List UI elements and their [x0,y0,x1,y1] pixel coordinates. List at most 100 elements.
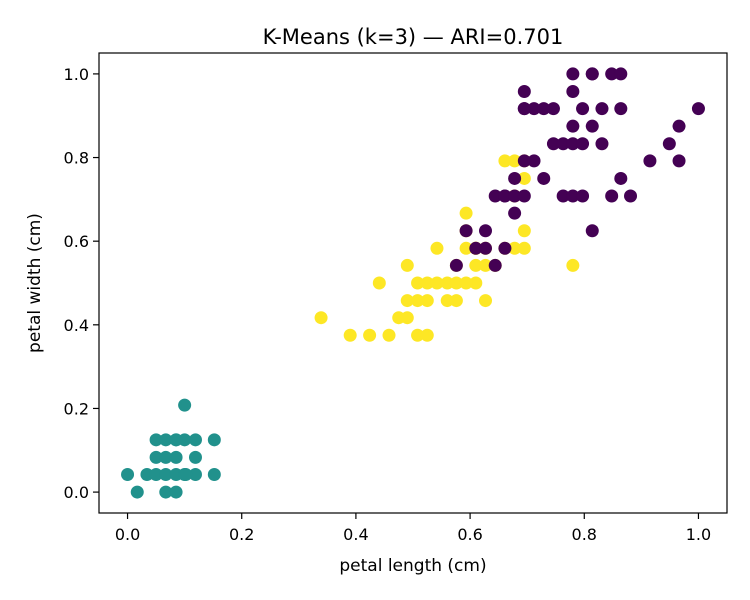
scatter-point-cluster-1 [411,294,425,308]
scatter-point-cluster-2 [556,189,570,203]
scatter-point-cluster-1 [400,294,414,308]
scatter-point-cluster-2 [508,171,522,185]
scatter-point-cluster-2 [576,102,590,116]
scatter-point-cluster-2 [517,154,531,168]
scatter-point-cluster-2 [469,241,483,255]
scatter-point-cluster-2 [537,171,551,185]
scatter-point-cluster-2 [546,137,560,151]
scatter-point-cluster-1 [469,276,483,290]
scatter-point-cluster-2 [508,206,522,220]
scatter-point-cluster-0 [188,450,202,464]
scatter-point-cluster-2 [614,171,628,185]
scatter-point-cluster-2 [614,102,628,116]
x-tick-label: 0.0 [115,525,140,544]
y-tick-label: 0.0 [64,483,89,502]
scatter-point-cluster-0 [140,468,154,482]
scatter-point-cluster-2 [672,119,686,133]
scatter-point-cluster-2 [624,189,638,203]
scatter-point-cluster-1 [430,276,444,290]
x-tick-label: 0.2 [229,525,254,544]
scatter-point-cluster-2 [527,154,541,168]
scatter-point-cluster-0 [159,450,173,464]
scatter-point-cluster-2 [643,154,657,168]
scatter-point-cluster-2 [508,189,522,203]
x-tick-label: 0.6 [457,525,482,544]
scatter-point-cluster-0 [121,468,135,482]
scatter-point-cluster-2 [566,67,580,81]
scatter-point-cluster-2 [595,137,609,151]
scatter-point-cluster-1 [459,241,473,255]
scatter-point-cluster-1 [508,154,522,168]
scatter-point-cluster-2 [605,189,619,203]
scatter-point-cluster-1 [498,154,512,168]
scatter-point-cluster-0 [159,433,173,447]
x-tick-label: 0.8 [572,525,597,544]
scatter-point-cluster-2 [566,137,580,151]
scatter-point-cluster-1 [372,276,386,290]
data-points [121,67,705,499]
y-tick-label: 0.6 [64,232,89,251]
scatter-point-cluster-2 [595,102,609,116]
scatter-point-cluster-2 [585,119,599,133]
scatter-point-cluster-2 [566,119,580,133]
chart-title: K-Means (k=3) — ARI=0.701 [263,25,564,49]
scatter-point-cluster-0 [130,485,144,499]
scatter-point-cluster-1 [363,328,377,342]
x-tick-label: 0.4 [343,525,368,544]
scatter-point-cluster-0 [159,485,173,499]
y-tick-label: 1.0 [64,65,89,84]
scatter-point-cluster-1 [420,328,434,342]
y-axis-label: petal width (cm) [25,213,45,353]
scatter-point-cluster-2 [498,189,512,203]
scatter-point-cluster-2 [576,137,590,151]
scatter-point-cluster-2 [672,154,686,168]
scatter-point-cluster-0 [188,433,202,447]
x-axis-label: petal length (cm) [339,556,486,576]
scatter-point-cluster-1 [449,276,463,290]
scatter-point-cluster-0 [169,433,183,447]
scatter-point-cluster-1 [430,241,444,255]
y-tick-label: 0.8 [64,149,89,168]
y-tick-label: 0.4 [64,316,89,335]
scatter-point-cluster-2 [488,258,502,272]
scatter-point-cluster-0 [169,485,183,499]
scatter-point-cluster-0 [207,468,221,482]
scatter-point-cluster-1 [314,311,328,325]
scatter-point-cluster-1 [382,328,396,342]
scatter-point-cluster-1 [517,224,531,238]
scatter-point-cluster-2 [556,137,570,151]
scatter-point-cluster-2 [527,102,541,116]
scatter-point-cluster-2 [498,241,512,255]
scatter-point-cluster-0 [207,433,221,447]
scatter-point-cluster-2 [576,189,590,203]
scatter-point-cluster-0 [149,468,163,482]
scatter-point-cluster-2 [537,102,551,116]
scatter-point-cluster-0 [159,468,173,482]
scatter-point-cluster-0 [169,450,183,464]
scatter-point-cluster-1 [420,276,434,290]
scatter-point-cluster-1 [508,241,522,255]
y-tick-label: 0.2 [64,399,89,418]
scatter-point-cluster-2 [566,84,580,98]
scatter-point-cluster-2 [614,67,628,81]
scatter-point-cluster-0 [149,450,163,464]
plot-area-frame [98,52,728,514]
scatter-point-cluster-2 [585,67,599,81]
scatter-point-cluster-1 [449,294,463,308]
scatter-point-cluster-2 [449,258,463,272]
scatter-point-cluster-2 [605,67,619,81]
scatter-point-cluster-1 [400,311,414,325]
scatter-point-cluster-2 [517,189,531,203]
scatter-point-cluster-1 [400,258,414,272]
x-axis-ticks: 0.0 0.2 0.4 0.6 0.8 1.0 [115,513,711,544]
scatter-point-cluster-2 [459,224,473,238]
y-axis-ticks: 0.0 0.2 0.4 0.6 0.8 1.0 [64,65,99,502]
scatter-point-cluster-2 [662,137,676,151]
scatter-point-cluster-2 [479,241,493,255]
x-tick-label: 1.0 [686,525,711,544]
scatter-point-cluster-1 [479,294,493,308]
scatter-point-cluster-2 [691,102,705,116]
scatter-point-cluster-1 [420,294,434,308]
